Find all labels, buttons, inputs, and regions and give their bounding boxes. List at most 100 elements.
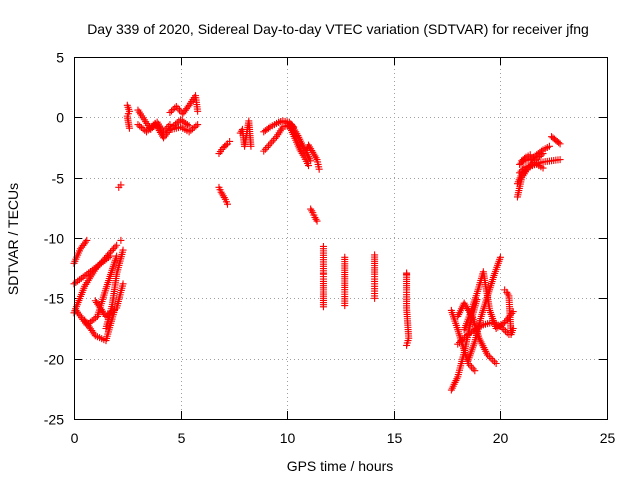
series-arc-22h [518,151,534,165]
data-point-marker [537,147,545,155]
series-cluster-morning-4 [166,92,202,118]
data-point-marker [371,294,379,302]
data-point-marker [509,308,517,316]
series-arc-10h [275,117,313,170]
data-point-marker [117,181,125,189]
data-point-marker [468,363,476,371]
data-point-marker [173,119,181,127]
data-point-marker [113,241,121,249]
data-point-marker [183,121,191,129]
series-sparse-14h [371,251,379,302]
data-point-marker [146,124,154,132]
data-point-marker [260,147,268,155]
series-arc-21h-c [516,160,547,177]
data-point-marker [187,126,195,134]
y-tick-label: 0 [56,110,64,126]
data-point-marker [192,122,200,130]
data-point-marker [96,260,104,268]
data-point-marker [119,246,127,254]
data-point-marker [110,245,118,253]
data-point-marker [545,142,553,150]
y-tick-label: -20 [44,352,64,368]
data-point-marker [555,139,563,147]
data-point-marker [125,124,133,132]
series-cluster-evening-6 [460,268,517,334]
data-point-marker [224,200,232,208]
data-point-marker [492,359,500,367]
data-point-marker [518,166,526,174]
data-point-marker [265,124,273,132]
data-point-marker [247,142,255,150]
data-point-marker [94,262,102,270]
series-arc-early-1 [70,236,91,267]
y-tick-label: -5 [52,171,65,187]
data-point-marker [108,246,116,254]
data-point-marker [144,126,152,134]
x-axis-label: GPS time / hours [287,458,394,474]
chart-title: Day 339 of 2020, Sidereal Day-to-day VTE… [87,21,589,37]
y-axis-label: SDTVAR / TECUs [5,183,21,295]
data-point-marker [189,125,197,133]
series-cluster-morning-5 [168,121,202,136]
data-point-marker [117,236,125,244]
data-point-marker [556,140,564,148]
data-point-marker [315,165,323,173]
series-arc-7h [215,137,234,158]
data-point-marker [222,141,230,149]
data-point-marker [319,303,327,311]
series-point-2h [115,181,125,191]
data-point-marker [88,317,96,325]
data-point-marker [499,320,507,328]
data-point-marker [92,314,100,322]
data-point-marker [502,327,510,335]
data-point-marker [500,325,508,333]
y-tick-label: 5 [56,50,64,66]
data-point-marker [99,257,107,265]
x-axis-ticks: 0 5 10 15 20 25 [71,57,615,446]
data-point-marker [265,142,273,150]
x-tick-label: 20 [493,430,509,446]
data-point-marker [185,128,193,136]
data-point-marker [136,122,144,130]
plot-frame [74,57,608,420]
series-cluster-evening-2 [447,306,479,375]
data-point-marker [261,145,269,153]
data-point-marker [102,253,110,261]
data-point-marker [454,340,462,348]
x-tick-label: 0 [71,430,79,446]
grid [74,57,607,419]
series-arc-21h-d [516,142,553,168]
data-point-marker [484,351,492,359]
data-point-marker [142,128,150,136]
data-point-marker [119,280,127,288]
data-point-marker [341,302,349,310]
series-arc-early-3 [70,241,121,317]
data-point-marker [184,103,192,111]
y-axis-ticks: -25 -20 -15 -10 -5 0 5 [44,50,607,428]
series-sparse-15.6h [403,269,413,349]
data-point-marker [455,338,463,346]
data-point-marker [487,354,495,362]
series-drop-11h [307,205,321,225]
data-point-marker [556,156,564,164]
data-point-marker [266,140,274,148]
data-point-marker [269,136,277,144]
data-point-marker [185,122,193,130]
data-point-marker [174,104,182,112]
data-point-marker [263,144,271,151]
x-tick-label: 10 [280,430,296,446]
data-point-marker [457,337,465,345]
series-sparse-12.7h [341,253,349,310]
data-point-marker [83,236,91,244]
series-sparse-11.7h [319,242,327,311]
series-drop-7h [215,183,232,208]
data-point-marker [489,356,497,364]
data-point-marker [403,341,411,349]
series-cluster-morning-1 [123,101,133,132]
data-points [70,92,564,394]
x-tick-label: 5 [178,430,186,446]
y-tick-label: -10 [44,231,64,247]
series-cluster-evening-7 [501,286,517,339]
data-point-marker [172,102,180,110]
